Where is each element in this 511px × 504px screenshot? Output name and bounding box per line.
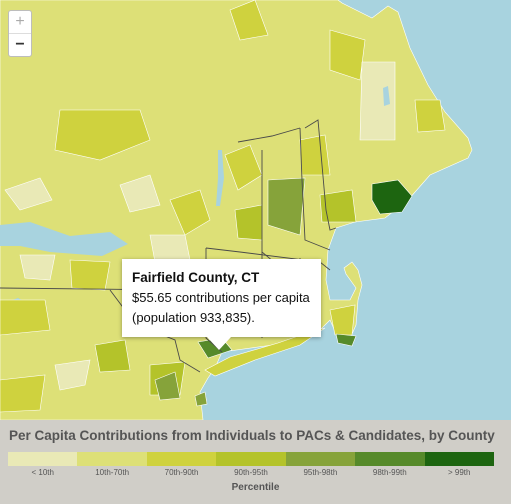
county-shading (0, 0, 446, 413)
legend-labels: < 10th 10th-70th 70th-90th 90th-95th 95th-98… (8, 468, 494, 477)
moosehead-lake (383, 86, 390, 106)
long-island (204, 327, 326, 377)
legend-class-label: 95th-98th (303, 468, 338, 477)
tooltip-pointer-icon (207, 337, 231, 350)
legend-swatch (8, 452, 78, 466)
legend-title: Per Capita Contributions from Individual… (9, 428, 495, 443)
legend-class-label: > 99th (448, 468, 471, 477)
legend-swatch (77, 452, 147, 466)
legend-axis-label: Percentile (231, 482, 280, 493)
legend-swatch (146, 452, 217, 466)
legend-swatch (424, 452, 494, 466)
legend-class-label: < 10th (31, 468, 54, 477)
legend-class-label: 98th-99th (372, 468, 407, 477)
zoom-control: + − (8, 10, 32, 57)
tooltip-contributions: $55.65 contributions per capita (132, 290, 310, 305)
tooltip-population: (population 933,835). (132, 310, 255, 325)
legend-class-label: 10th-70th (95, 468, 130, 477)
lake-champlain (216, 150, 224, 206)
legend-panel: Per Capita Contributions from Individual… (0, 420, 511, 504)
legend-swatch (285, 452, 356, 466)
legend-class-label: 70th-90th (164, 468, 199, 477)
lake-ontario (0, 222, 128, 256)
zoom-in-button[interactable]: + (9, 11, 31, 34)
legend-class-label: 90th-95th (234, 468, 268, 477)
choropleth-map[interactable] (0, 0, 511, 420)
zoom-out-button[interactable]: − (15, 36, 25, 53)
tooltip-title: Fairfield County, CT (132, 270, 260, 285)
county-tooltip: Fairfield County, CT $55.65 contribution… (122, 259, 321, 337)
legend-swatch (216, 452, 286, 466)
legend-swatch (355, 452, 425, 466)
legend-color-bar (8, 452, 494, 466)
